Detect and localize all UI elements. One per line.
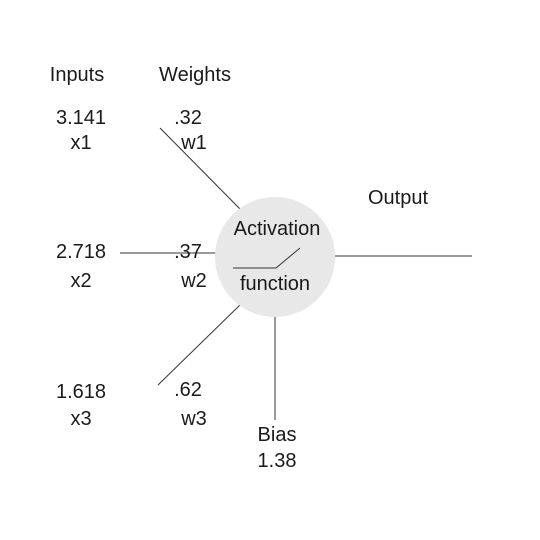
input3-value: 1.618 xyxy=(55,381,107,403)
weight2-name: w2 xyxy=(181,270,207,292)
input1-name: x1 xyxy=(70,132,92,154)
activation-label-line2: function xyxy=(239,273,311,295)
weight1-name: w1 xyxy=(181,132,207,154)
bias-label: Bias xyxy=(257,424,297,446)
weight3-value: .62 xyxy=(174,379,202,401)
output-header: Output xyxy=(367,187,429,209)
bias-value: 1.38 xyxy=(257,450,297,472)
neuron-circle xyxy=(215,197,335,317)
weight3-name: w3 xyxy=(181,408,207,430)
weights-header: Weights xyxy=(159,64,231,86)
input2-value: 2.718 xyxy=(55,241,107,263)
input2-name: x2 xyxy=(70,270,92,292)
input3-name: x3 xyxy=(70,408,92,430)
input1-value: 3.141 xyxy=(55,107,107,129)
input1-connection xyxy=(159,127,242,211)
activation-label-line1: Activation xyxy=(233,218,321,240)
input3-connection xyxy=(157,303,242,386)
inputs-header: Inputs xyxy=(49,64,105,86)
step-function-icon xyxy=(233,247,301,269)
weight2-value: .37 xyxy=(174,241,202,263)
weight1-value: .32 xyxy=(174,107,202,129)
